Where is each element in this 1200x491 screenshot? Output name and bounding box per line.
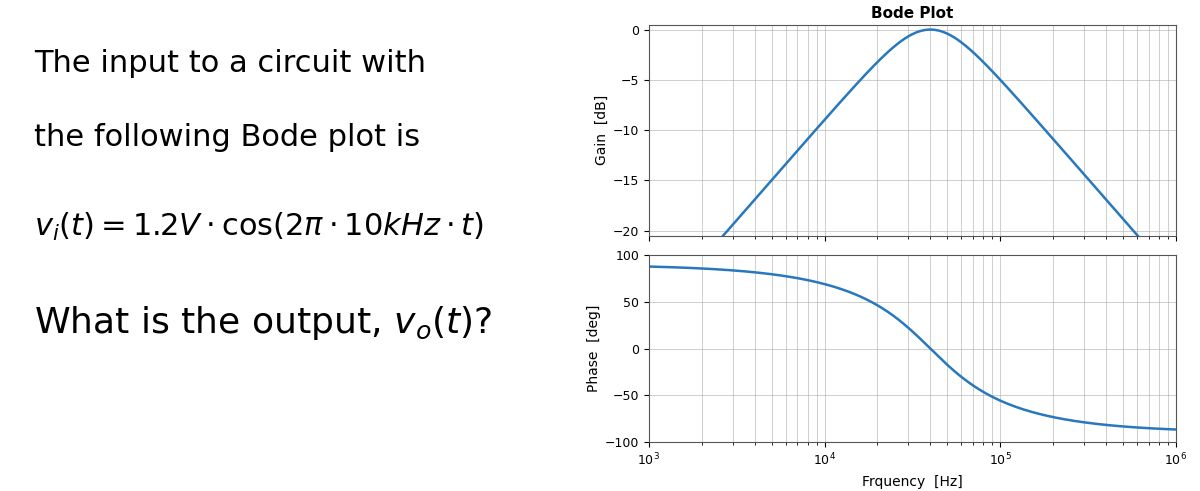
Text: The input to a circuit with: The input to a circuit with <box>34 49 426 78</box>
Title: Bode Plot: Bode Plot <box>871 5 954 21</box>
Text: $v_i(t) = 1.2V \cdot \cos(2\pi \cdot 10kHz \cdot t)$: $v_i(t) = 1.2V \cdot \cos(2\pi \cdot 10k… <box>34 211 484 243</box>
Y-axis label: Phase  [deg]: Phase [deg] <box>587 305 601 392</box>
Text: What is the output, $v_o(t)$?: What is the output, $v_o(t)$? <box>34 304 492 342</box>
X-axis label: Frquency  [Hz]: Frquency [Hz] <box>862 475 962 489</box>
Text: the following Bode plot is: the following Bode plot is <box>34 123 420 152</box>
Y-axis label: Gain  [dB]: Gain [dB] <box>595 95 608 165</box>
